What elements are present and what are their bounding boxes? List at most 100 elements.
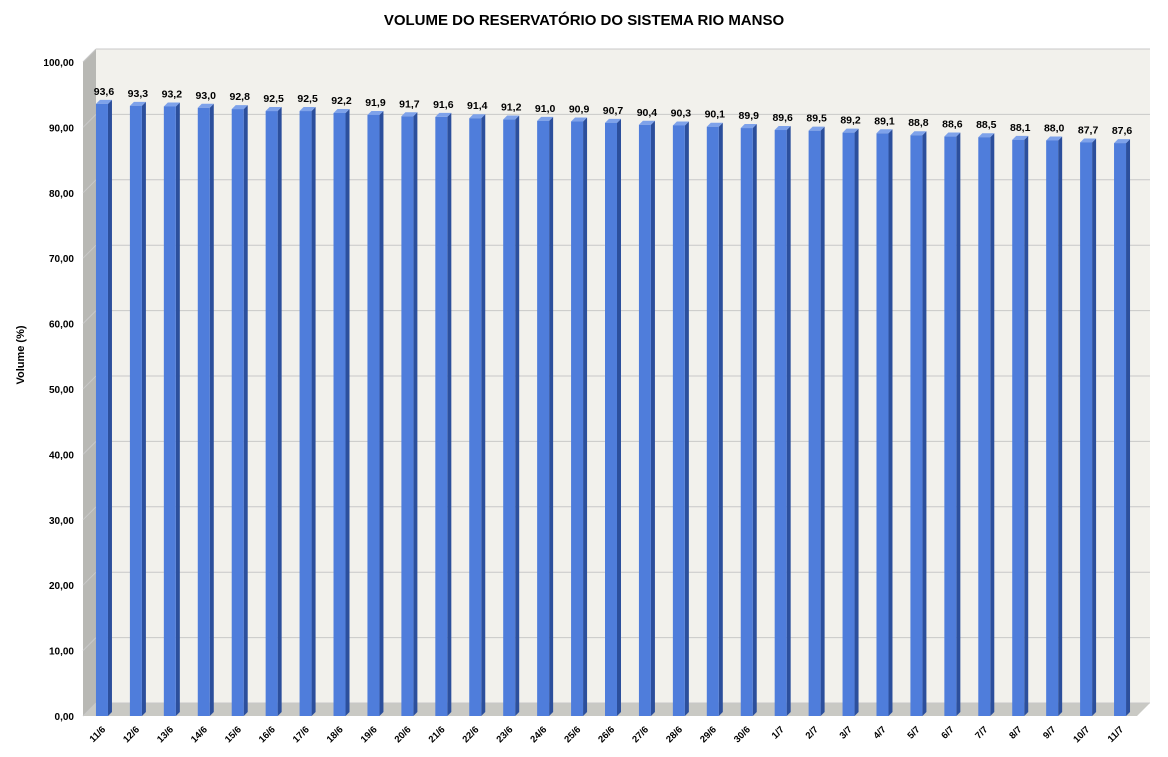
bar-top [299, 107, 316, 112]
bar [163, 106, 176, 717]
data-label: 89,6 [772, 112, 793, 124]
x-tick-label: 1/7 [770, 724, 787, 741]
data-label: 89,9 [739, 110, 760, 122]
x-tick-label: 11/7 [1106, 724, 1126, 744]
bar-top [367, 110, 384, 115]
x-tick-label: 16/6 [257, 724, 278, 745]
bar-top [605, 118, 621, 123]
data-label: 89,1 [874, 115, 895, 127]
data-label: 92,2 [331, 95, 352, 107]
x-tick-label: 28/6 [664, 724, 685, 745]
bar-side [922, 131, 927, 717]
bar-side [481, 114, 486, 716]
x-tick-label: 20/6 [393, 724, 414, 745]
y-tick-label: 0,00 [55, 712, 75, 723]
bar-top [503, 115, 520, 120]
y-tick-label: 40,00 [49, 450, 74, 461]
bar-top [1046, 136, 1063, 141]
y-tick-label: 10,00 [49, 647, 74, 658]
data-label: 88,6 [942, 119, 963, 131]
bar [401, 116, 414, 717]
gridline-side [82, 375, 97, 390]
data-label: 91,2 [501, 102, 522, 114]
bar-side [1058, 136, 1063, 717]
bar-top [672, 121, 689, 126]
bar-side [1126, 139, 1131, 716]
bar [978, 137, 991, 716]
bar-top [197, 103, 214, 108]
bar-side [549, 116, 554, 717]
bar-top [333, 109, 350, 114]
bar [1114, 143, 1127, 716]
y-tick-label: 90,00 [49, 123, 74, 134]
bar-side [311, 107, 316, 717]
bar-side [243, 105, 248, 716]
bar-top [876, 129, 893, 134]
bar [910, 135, 923, 717]
x-tick-label: 5/7 [905, 724, 922, 741]
bar [774, 130, 787, 717]
bar-side [752, 124, 757, 716]
bar-side [515, 115, 520, 716]
bar [1012, 139, 1025, 717]
bar-side [413, 112, 418, 717]
x-tick-label: 29/6 [698, 724, 719, 745]
bar-top [842, 128, 859, 133]
gridline-side [82, 702, 97, 717]
gridline-side [82, 179, 97, 194]
x-tick-label: 11/6 [88, 724, 108, 744]
x-tick-label: 24/6 [528, 724, 549, 745]
bar [706, 126, 719, 717]
bar [333, 113, 346, 716]
bar-side [277, 107, 282, 717]
bar-top [571, 117, 588, 122]
bar [638, 124, 651, 716]
data-label: 89,5 [806, 113, 827, 125]
data-label: 93,0 [196, 90, 217, 102]
data-label: 88,0 [1044, 122, 1065, 134]
bar-top [537, 116, 554, 121]
bar [571, 121, 584, 717]
bar-top [265, 107, 282, 112]
bar [740, 128, 753, 716]
bar [367, 114, 380, 716]
y-tick-label: 70,00 [49, 254, 74, 265]
data-label: 88,1 [1010, 122, 1031, 134]
x-tick-label: 26/6 [596, 724, 617, 745]
gridline-side [82, 114, 97, 128]
bar [672, 125, 685, 717]
gridline-side [82, 506, 97, 521]
x-tick-label: 27/6 [630, 724, 651, 745]
bar [1046, 140, 1059, 717]
bar-top [740, 124, 757, 129]
bar [876, 133, 889, 716]
bar-side [583, 117, 588, 717]
bar-top [435, 112, 452, 117]
bar-side [1092, 138, 1097, 716]
bar [842, 132, 855, 716]
bar-side [888, 129, 893, 716]
bar [129, 105, 142, 717]
data-label: 92,5 [263, 93, 284, 105]
bar-side [345, 109, 350, 716]
bar-side [684, 121, 689, 717]
data-label: 92,8 [229, 91, 250, 103]
bar-side [718, 122, 723, 717]
x-tick-label: 2/7 [804, 724, 821, 741]
bar [469, 118, 482, 716]
gridline-side [82, 48, 97, 63]
bar-top [401, 112, 418, 117]
bar-side [854, 128, 859, 716]
data-label: 90,3 [671, 107, 692, 119]
bar-side [990, 133, 995, 716]
bar-top [1114, 139, 1131, 144]
bar [1080, 142, 1093, 716]
bar [503, 119, 516, 716]
bar-side [209, 103, 214, 716]
bar-top [1080, 138, 1097, 143]
x-tick-label: 13/6 [155, 724, 176, 745]
bar-side [650, 120, 655, 716]
x-tick-label: 23/6 [494, 724, 515, 745]
data-label: 92,5 [297, 93, 318, 105]
data-label: 90,1 [705, 109, 726, 121]
